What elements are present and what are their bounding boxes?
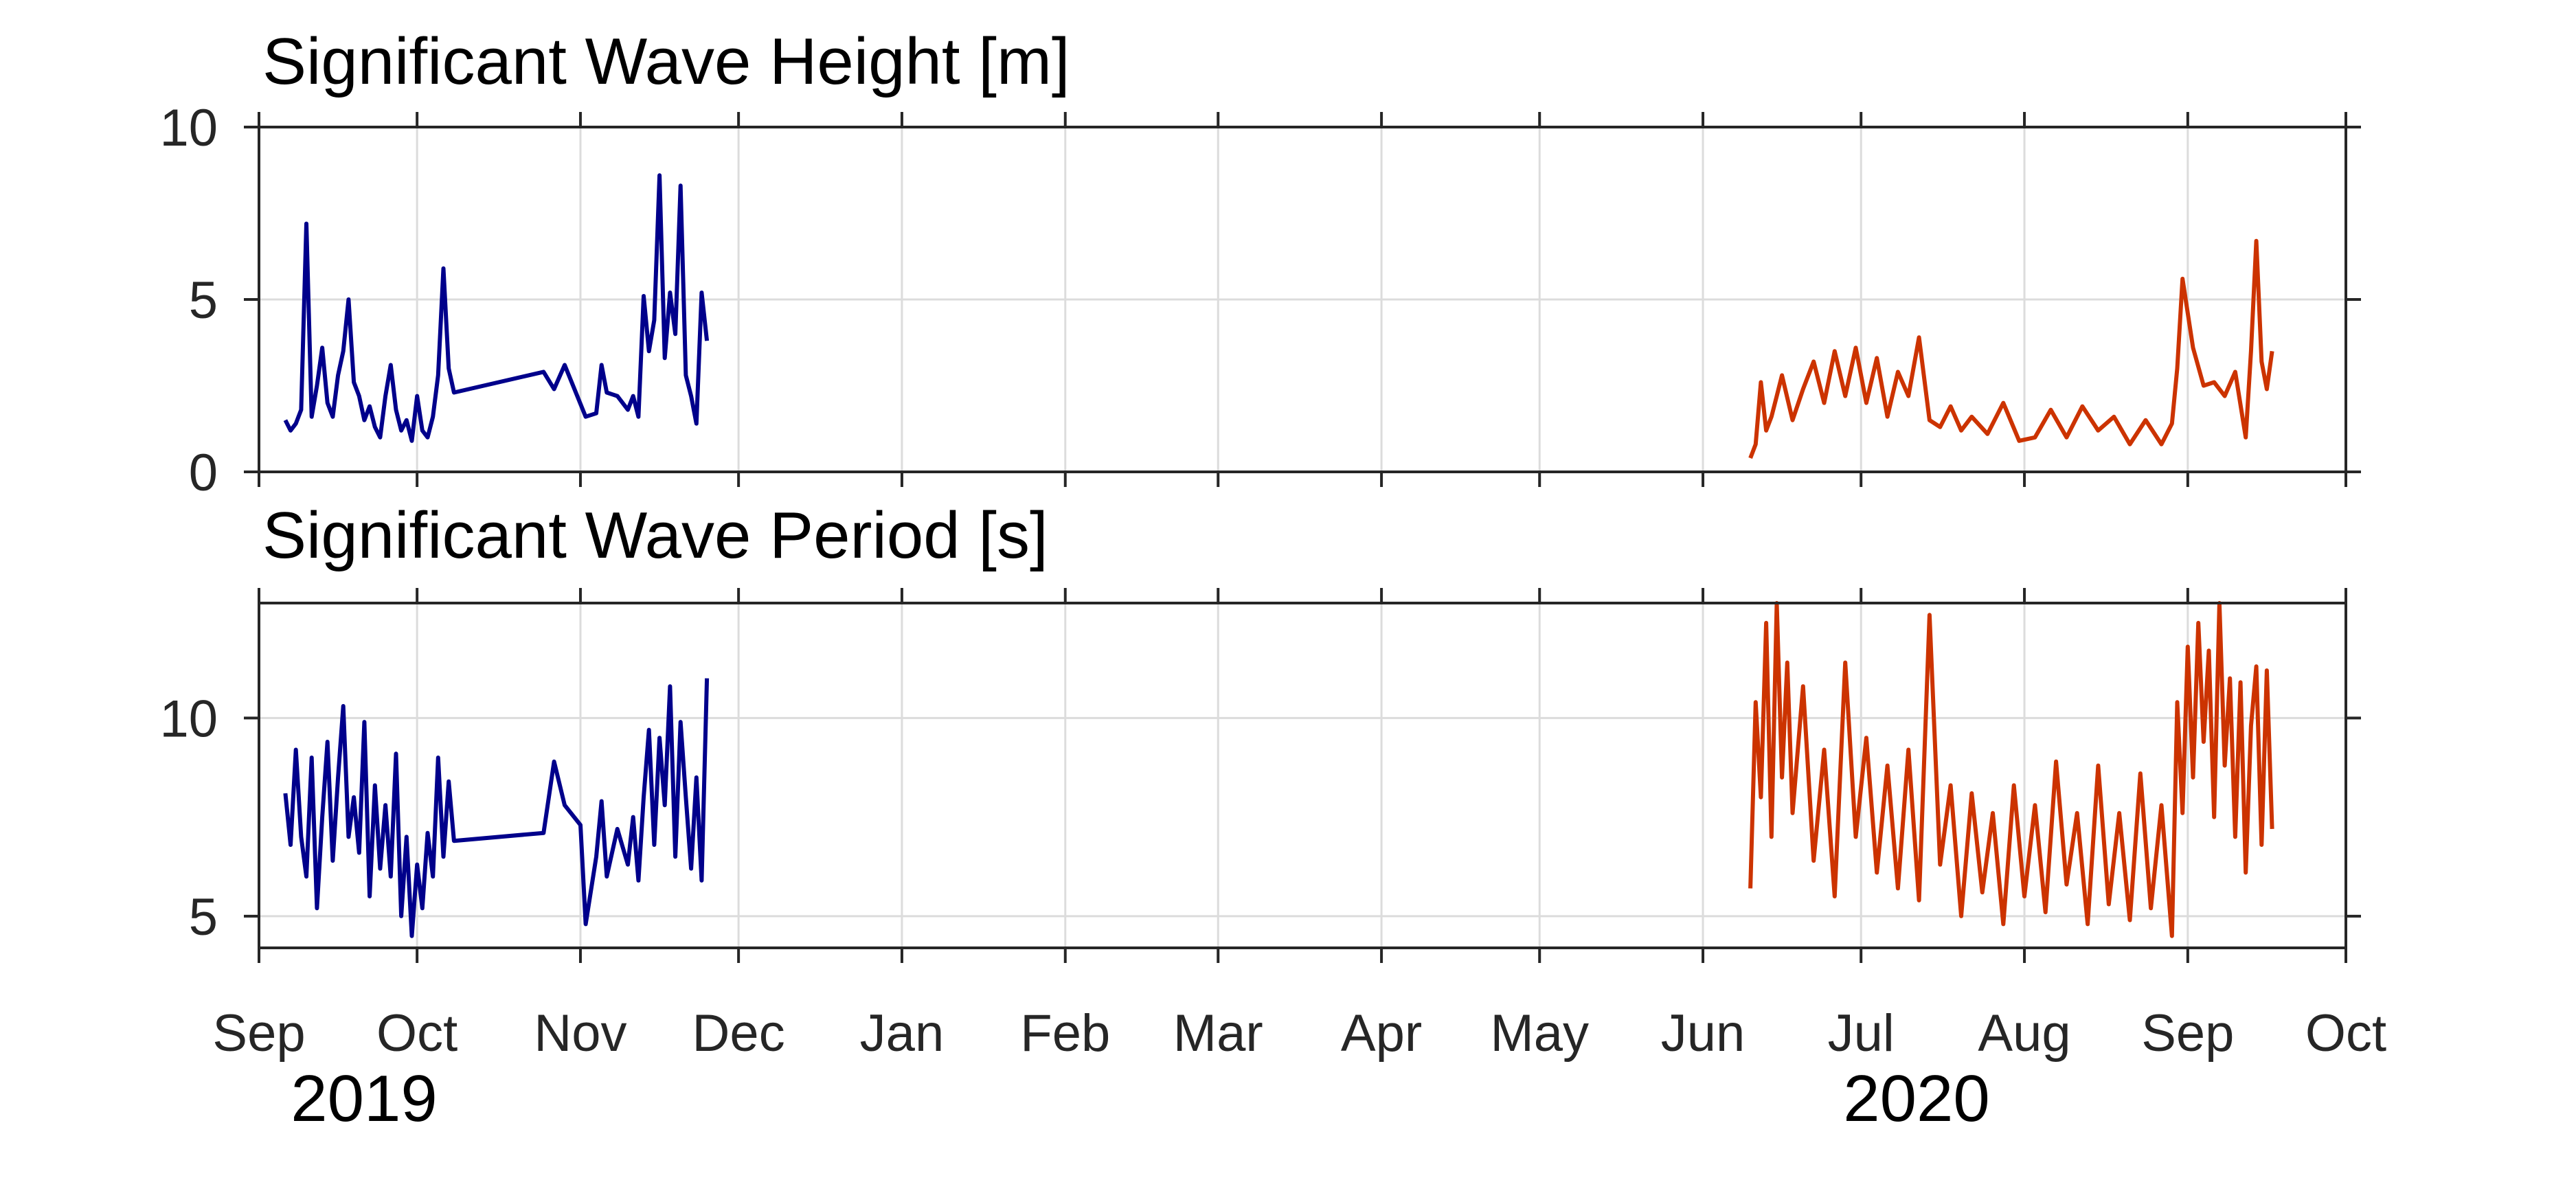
month-axis-labels: Sep Oct Nov Dec Jan Feb Mar Apr May Jun Jul Aug Sep O… (212, 1004, 2386, 1063)
month-label: Sep (212, 1004, 305, 1063)
month-label: Apr (1341, 1004, 1422, 1063)
month-label: Nov (534, 1004, 626, 1063)
y-tick-label: 5 (189, 888, 218, 946)
month-label: Jan (860, 1004, 945, 1063)
series-line-2019 (283, 678, 710, 938)
y-tick-label: 5 (189, 271, 218, 330)
wave-period-panel: Significant Wave Period [s] 5 10 (159, 499, 2361, 963)
series-line-2020 (1748, 238, 2274, 459)
y-tick-label: 0 (189, 444, 218, 502)
year-label-2019: 2019 (291, 1062, 438, 1135)
wave-height-series (283, 173, 2274, 459)
month-label: Oct (2305, 1004, 2386, 1063)
series-line-2020 (1748, 601, 2274, 938)
y-tick-label: 10 (159, 690, 218, 748)
wave-period-ticks: 5 10 (159, 588, 2361, 963)
month-label: Mar (1173, 1004, 1263, 1063)
wave-period-axes-frame (258, 602, 2347, 949)
month-label: Feb (1020, 1004, 1110, 1063)
wave-height-ticks: 0 5 10 (159, 99, 2361, 502)
wave-period-series (283, 601, 2274, 938)
month-label: Sep (2141, 1004, 2234, 1063)
month-label: May (1490, 1004, 1589, 1063)
wave-height-title: Significant Wave Height [m] (262, 25, 1070, 98)
wave-height-panel: Significant Wave Height [m] 0 5 10 (159, 25, 2361, 502)
y-tick-label: 10 (159, 99, 218, 157)
month-label: Jul (1828, 1004, 1895, 1063)
year-label-2020: 2020 (1843, 1062, 1990, 1135)
wave-period-title: Significant Wave Period [s] (262, 499, 1048, 572)
month-label: Dec (692, 1004, 785, 1063)
month-label: Jun (1661, 1004, 1745, 1063)
series-line-2019 (283, 173, 710, 443)
month-label: Aug (1978, 1004, 2070, 1063)
month-label: Oct (376, 1004, 457, 1063)
